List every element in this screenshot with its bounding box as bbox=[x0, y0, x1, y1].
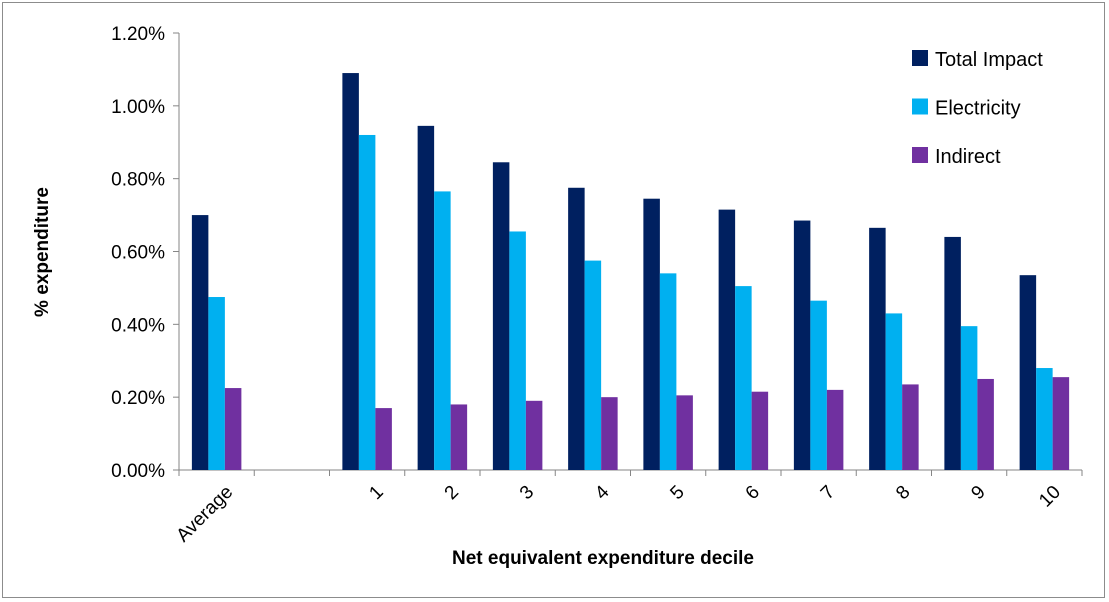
bar-electricity bbox=[208, 297, 225, 470]
y-axis-title: % expenditure bbox=[32, 187, 53, 317]
bar-total-impact bbox=[1019, 275, 1037, 470]
bar-total-impact bbox=[718, 209, 736, 470]
legend-swatch bbox=[912, 98, 928, 115]
x-tick-label: 10 bbox=[1035, 482, 1065, 512]
bar-total-impact bbox=[492, 162, 510, 470]
x-tick-label: 2 bbox=[441, 482, 463, 504]
bar-indirect bbox=[676, 395, 693, 470]
bar-total-impact bbox=[944, 236, 961, 470]
bar-indirect bbox=[977, 378, 994, 470]
bar-electricity bbox=[358, 134, 376, 470]
bar-indirect bbox=[525, 400, 543, 470]
bar-total-impact bbox=[869, 227, 886, 470]
bar-indirect bbox=[826, 389, 844, 470]
bar-total-impact bbox=[568, 187, 585, 470]
x-tick-label: 6 bbox=[742, 482, 764, 504]
bar-indirect bbox=[375, 408, 392, 470]
legend-swatch bbox=[912, 50, 928, 66]
bar-electricity bbox=[810, 300, 827, 470]
x-tick-label: 7 bbox=[817, 482, 839, 504]
bar-total-impact bbox=[643, 198, 660, 470]
legend-label: Electricity bbox=[935, 98, 1021, 120]
bar-electricity bbox=[434, 191, 451, 470]
y-tick-label: 1.20% bbox=[111, 24, 165, 45]
x-tick-label: 3 bbox=[516, 482, 538, 504]
y-tick-label: 1.00% bbox=[111, 97, 165, 118]
x-tick-label: Average bbox=[173, 482, 238, 547]
bar-total-impact bbox=[417, 125, 435, 471]
x-axis-title: Net equivalent expenditure decile bbox=[452, 548, 754, 569]
bar-indirect bbox=[224, 388, 242, 470]
y-tick-label: 0.80% bbox=[111, 170, 165, 191]
bar-electricity bbox=[1036, 368, 1053, 470]
bar-indirect bbox=[450, 404, 468, 470]
y-tick-label: 0.40% bbox=[111, 315, 165, 336]
y-tick-label: 0.60% bbox=[111, 243, 165, 264]
bar-electricity bbox=[735, 286, 752, 470]
legend-label: Indirect bbox=[935, 146, 1001, 168]
bar-indirect bbox=[601, 397, 618, 470]
bar-total-impact bbox=[191, 215, 209, 470]
x-tick-label: 5 bbox=[666, 482, 688, 504]
bar-electricity bbox=[885, 313, 903, 470]
bar-indirect bbox=[751, 391, 769, 470]
x-tick-label: 9 bbox=[967, 482, 989, 504]
bar-total-impact bbox=[793, 220, 811, 470]
bar-electricity bbox=[584, 260, 602, 470]
bar-electricity bbox=[659, 273, 677, 470]
bar-indirect bbox=[902, 384, 919, 470]
x-tick-label: 8 bbox=[892, 482, 914, 504]
y-tick-label: 0.00% bbox=[111, 461, 165, 482]
legend-label: Total Impact bbox=[935, 49, 1043, 71]
legend-swatch bbox=[912, 147, 928, 163]
y-tick-label: 0.20% bbox=[111, 388, 165, 409]
bar-total-impact bbox=[342, 73, 359, 470]
bar-electricity bbox=[509, 231, 526, 470]
bar-indirect bbox=[1052, 377, 1070, 470]
x-tick-label: 1 bbox=[365, 482, 387, 504]
legend: Total Impact Electricity Indirect bbox=[912, 49, 1043, 168]
bar-electricity bbox=[960, 326, 978, 470]
x-tick-label: 4 bbox=[591, 481, 614, 504]
